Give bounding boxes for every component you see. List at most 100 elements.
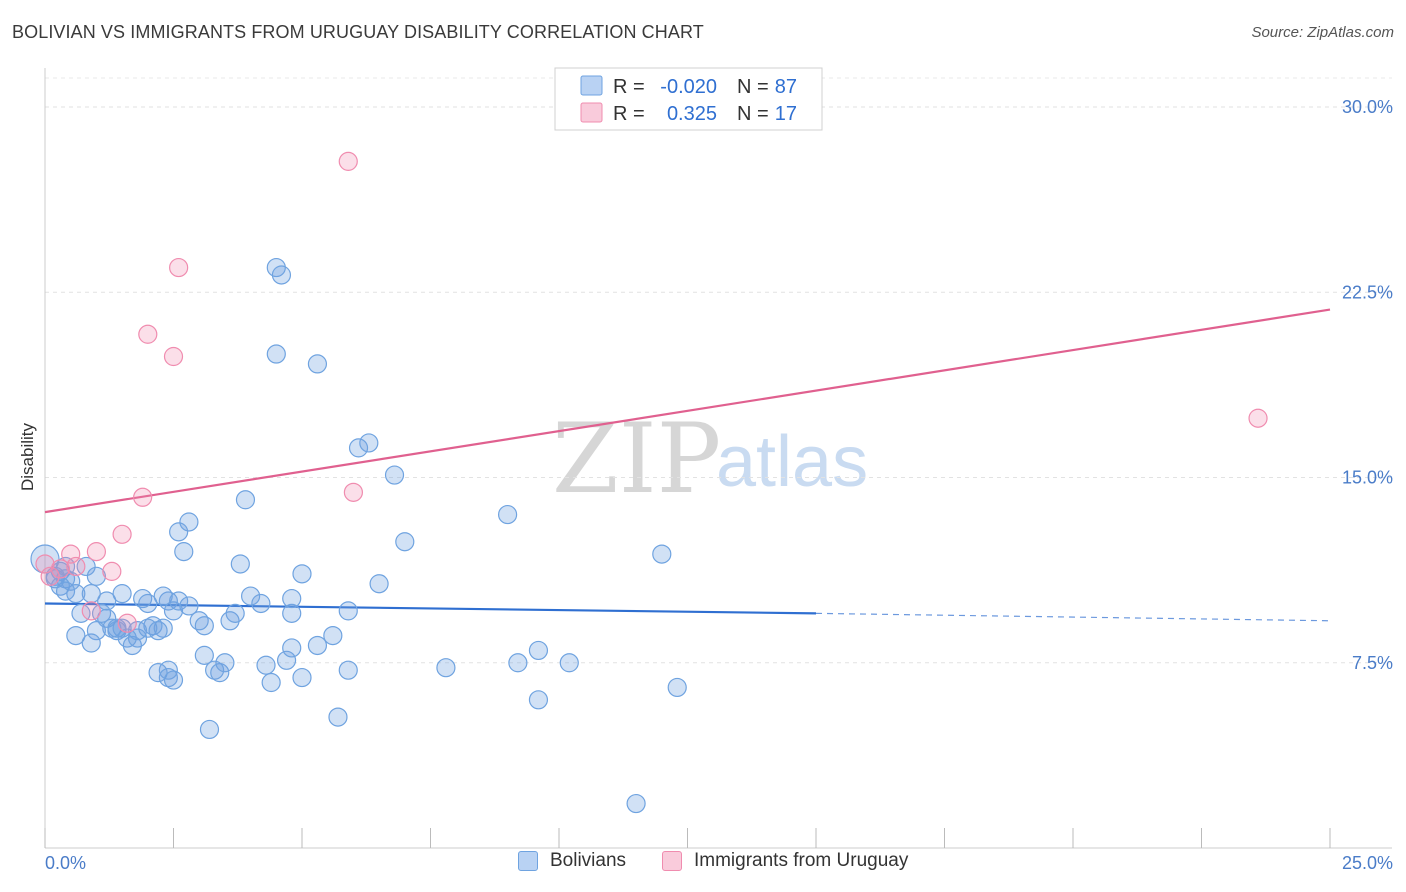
legend-n-label-1: N =	[737, 76, 769, 98]
bolivian-point	[153, 618, 173, 638]
bolivian-point	[81, 584, 101, 604]
bolivian-point	[86, 566, 107, 586]
uruguay-point	[81, 601, 101, 621]
x-tick-label-min: 0.0%	[45, 853, 86, 873]
legend-item-bolivians[interactable]: Bolivians	[518, 850, 626, 872]
uruguay-point	[163, 346, 184, 367]
bolivian-point	[292, 564, 312, 584]
legend-n-value-1: 87	[775, 76, 797, 98]
bolivian-point	[307, 354, 328, 374]
uruguay-point	[66, 556, 86, 577]
uruguay-point	[1248, 408, 1268, 428]
bolivian-point	[158, 660, 178, 680]
legend-swatch-bolivians	[580, 75, 603, 96]
bolivian-point	[282, 588, 302, 609]
bolivian-point	[55, 556, 76, 577]
uruguay-point	[61, 544, 81, 564]
bolivian-point	[559, 653, 579, 673]
bolivian-point	[328, 707, 348, 727]
bolivian-point	[256, 655, 276, 675]
y-tick-label: 30.0%	[1342, 97, 1393, 117]
bolivian-point	[55, 581, 76, 601]
bolivian-point	[215, 653, 235, 673]
correlation-legend: R = -0.020 N = 87 R = 0.325 N = 17	[554, 67, 823, 131]
bolivian-point	[107, 621, 127, 641]
bolivian-point	[179, 512, 199, 532]
bolivian-point	[261, 672, 281, 693]
bolivian-point	[127, 628, 148, 648]
uruguay-point	[35, 554, 55, 574]
legend-r-value-1: -0.020	[660, 76, 717, 98]
uruguay-point	[138, 324, 158, 344]
bolivian-point	[163, 670, 184, 690]
bolivian-point	[359, 433, 379, 453]
bolivian-point	[174, 542, 194, 562]
uruguay-point	[169, 257, 189, 278]
bolivian-point	[169, 522, 189, 542]
bolivian-point	[148, 621, 168, 641]
uruguay-point	[343, 482, 363, 502]
uruguay-point	[117, 613, 137, 633]
legend-n-value-2: 17	[775, 103, 797, 125]
legend-item-uruguay[interactable]: Immigrants from Uruguay	[662, 850, 908, 872]
y-axis-title: Disability	[18, 422, 37, 491]
bolivian-point	[266, 344, 286, 364]
uruguay-point	[50, 559, 71, 579]
bolivian-point	[153, 586, 173, 606]
bolivian-point	[528, 690, 549, 710]
bolivian-point	[323, 625, 343, 646]
uruguay-swatch	[662, 851, 682, 871]
bolivian-point	[528, 640, 549, 661]
uruguay-point	[86, 542, 107, 562]
bolivian-point	[307, 635, 328, 656]
watermark-zip: ZIP	[552, 403, 721, 515]
bolivian-point	[292, 667, 312, 688]
bolivian-point	[102, 618, 122, 638]
bolivian-point	[282, 603, 302, 623]
uruguay-point	[112, 524, 132, 544]
bolivian-point	[199, 719, 220, 740]
legend-r-label-2: R =	[613, 103, 645, 125]
y-tick-label: 22.5%	[1342, 282, 1393, 302]
bolivian-point	[338, 660, 358, 680]
bolivians-swatch	[518, 851, 538, 871]
uruguay-point	[133, 487, 153, 507]
bolivian-point	[667, 677, 687, 698]
bolivian-point	[276, 650, 297, 670]
series-legend: Bolivians Immigrants from Uruguay	[0, 850, 1406, 878]
bolivian-point	[158, 667, 178, 688]
bolivian-point	[97, 608, 117, 628]
legend-r-value-2: 0.325	[667, 103, 717, 125]
bolivian-point	[205, 660, 225, 680]
bolivian-point	[169, 591, 189, 611]
bolivians-trend-extension	[815, 612, 1331, 622]
y-tick-label: 15.0%	[1342, 468, 1393, 488]
axes	[44, 68, 1392, 849]
bolivian-point	[138, 593, 158, 614]
bolivian-point	[61, 571, 81, 591]
bolivian-point	[45, 569, 65, 589]
bolivian-point	[97, 591, 117, 611]
data-points	[30, 151, 1268, 814]
bolivian-point	[235, 490, 256, 510]
bolivian-point	[194, 645, 214, 665]
bolivian-point	[210, 663, 230, 683]
chart-title: BOLIVIAN VS IMMIGRANTS FROM URUGUAY DISA…	[12, 22, 704, 42]
bolivian-point	[369, 574, 389, 594]
uruguay-point	[338, 151, 358, 171]
y-tick-label: 7.5%	[1352, 653, 1393, 673]
gridlines	[45, 77, 1392, 664]
bolivians-trend-line	[44, 602, 817, 615]
bolivian-point	[251, 593, 271, 614]
uruguay-point	[102, 561, 122, 581]
bolivian-point	[163, 601, 184, 621]
bolivian-point	[348, 438, 369, 458]
bolivian-point	[225, 603, 245, 623]
bolivian-point	[66, 625, 86, 646]
bolivian-point	[241, 586, 261, 606]
bolivian-point	[626, 793, 646, 814]
bolivian-point	[338, 601, 358, 621]
bolivian-point	[508, 653, 528, 673]
bolivian-point	[230, 554, 250, 574]
